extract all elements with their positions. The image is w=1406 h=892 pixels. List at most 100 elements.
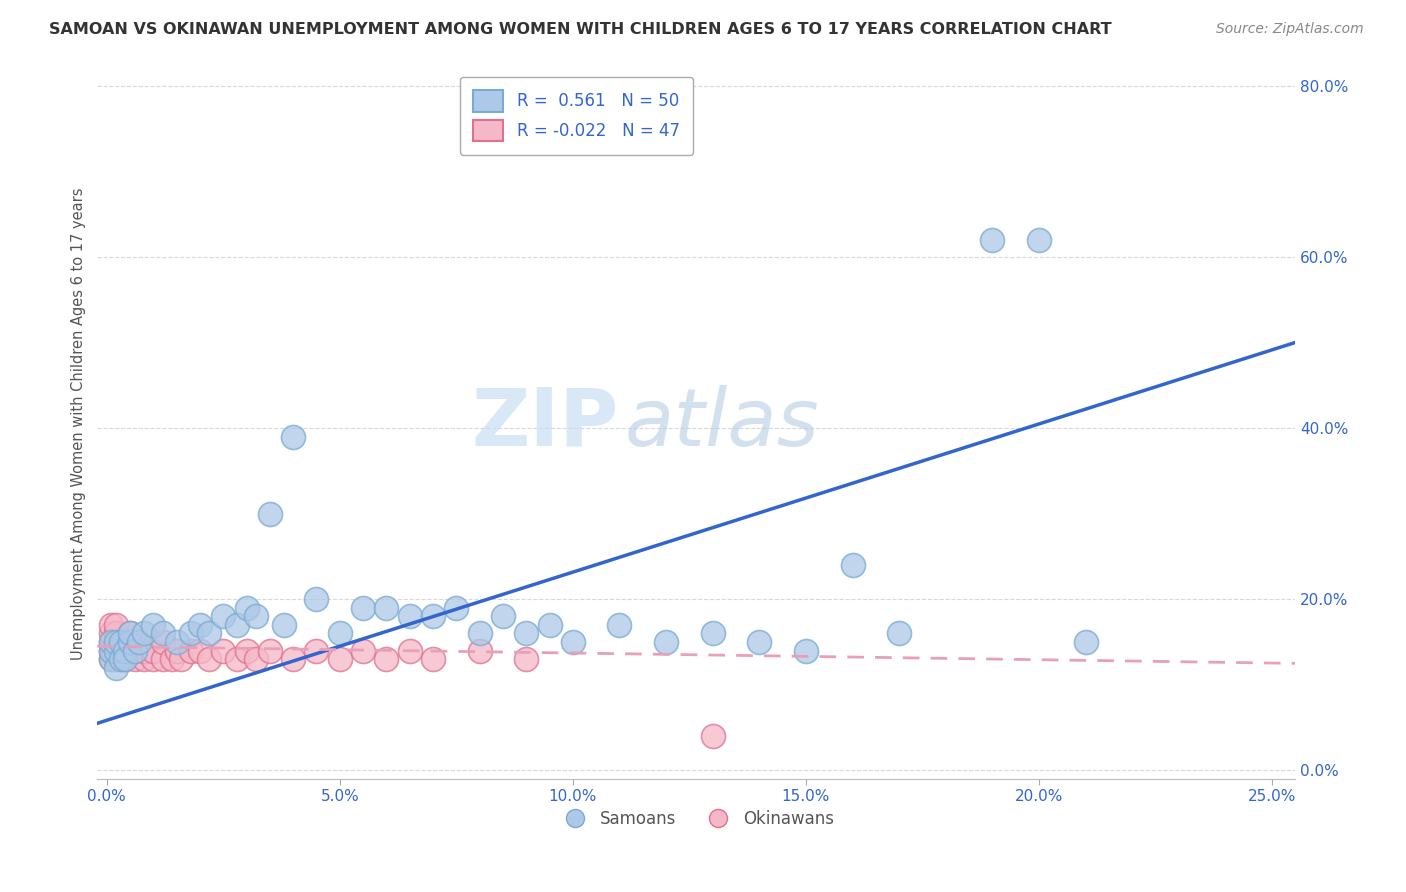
Point — [561, 635, 583, 649]
Point — [142, 618, 165, 632]
Point — [398, 609, 420, 624]
Point — [305, 643, 328, 657]
Point — [609, 618, 631, 632]
Point — [446, 600, 468, 615]
Point — [166, 635, 188, 649]
Point — [259, 643, 281, 657]
Point — [273, 618, 295, 632]
Point — [142, 652, 165, 666]
Point — [152, 652, 174, 666]
Point — [110, 652, 132, 666]
Point — [118, 635, 141, 649]
Point — [128, 635, 150, 649]
Point — [375, 600, 398, 615]
Point — [105, 643, 128, 657]
Point — [981, 233, 1004, 247]
Point — [100, 635, 122, 649]
Point — [352, 643, 374, 657]
Point — [100, 626, 122, 640]
Point — [212, 643, 235, 657]
Point — [124, 643, 146, 657]
Point — [132, 652, 155, 666]
Point — [105, 652, 128, 666]
Point — [105, 635, 128, 649]
Point — [422, 652, 444, 666]
Point — [245, 652, 267, 666]
Point — [118, 643, 141, 657]
Point — [198, 652, 221, 666]
Point — [702, 729, 724, 743]
Point — [1074, 635, 1097, 649]
Point — [105, 635, 128, 649]
Point — [152, 626, 174, 640]
Point — [352, 600, 374, 615]
Point — [702, 626, 724, 640]
Point — [100, 618, 122, 632]
Point — [105, 618, 128, 632]
Point — [515, 626, 537, 640]
Point — [245, 609, 267, 624]
Point — [100, 652, 122, 666]
Point — [259, 507, 281, 521]
Point — [198, 626, 221, 640]
Point — [110, 635, 132, 649]
Point — [281, 652, 304, 666]
Point — [114, 652, 136, 666]
Point — [398, 643, 420, 657]
Point — [235, 600, 257, 615]
Point — [105, 643, 128, 657]
Point — [100, 635, 122, 649]
Point — [105, 660, 128, 674]
Point — [110, 652, 132, 666]
Point — [794, 643, 817, 657]
Point — [124, 652, 146, 666]
Point — [422, 609, 444, 624]
Point — [114, 643, 136, 657]
Point — [118, 626, 141, 640]
Point — [748, 635, 770, 649]
Text: atlas: atlas — [624, 384, 820, 463]
Point — [305, 592, 328, 607]
Point — [100, 652, 122, 666]
Point — [655, 635, 678, 649]
Point — [1028, 233, 1050, 247]
Point — [118, 626, 141, 640]
Point — [110, 635, 132, 649]
Point — [468, 643, 491, 657]
Y-axis label: Unemployment Among Women with Children Ages 6 to 17 years: Unemployment Among Women with Children A… — [72, 187, 86, 660]
Point — [105, 626, 128, 640]
Point — [226, 618, 249, 632]
Point — [142, 643, 165, 657]
Point — [110, 643, 132, 657]
Point — [152, 635, 174, 649]
Point — [160, 652, 183, 666]
Point — [889, 626, 911, 640]
Point — [114, 652, 136, 666]
Point — [132, 643, 155, 657]
Point — [124, 643, 146, 657]
Point — [114, 635, 136, 649]
Text: ZIP: ZIP — [471, 384, 619, 463]
Text: SAMOAN VS OKINAWAN UNEMPLOYMENT AMONG WOMEN WITH CHILDREN AGES 6 TO 17 YEARS COR: SAMOAN VS OKINAWAN UNEMPLOYMENT AMONG WO… — [49, 22, 1112, 37]
Point — [515, 652, 537, 666]
Point — [188, 643, 211, 657]
Legend: Samoans, Okinawans: Samoans, Okinawans — [553, 803, 841, 835]
Point — [375, 652, 398, 666]
Point — [841, 558, 863, 572]
Point — [226, 652, 249, 666]
Point — [180, 626, 202, 640]
Point — [188, 618, 211, 632]
Point — [281, 429, 304, 443]
Point — [100, 643, 122, 657]
Point — [212, 609, 235, 624]
Point — [180, 643, 202, 657]
Point — [329, 652, 352, 666]
Point — [128, 635, 150, 649]
Point — [329, 626, 352, 640]
Point — [492, 609, 515, 624]
Point — [132, 626, 155, 640]
Point — [100, 643, 122, 657]
Point — [166, 643, 188, 657]
Text: Source: ZipAtlas.com: Source: ZipAtlas.com — [1216, 22, 1364, 37]
Point — [468, 626, 491, 640]
